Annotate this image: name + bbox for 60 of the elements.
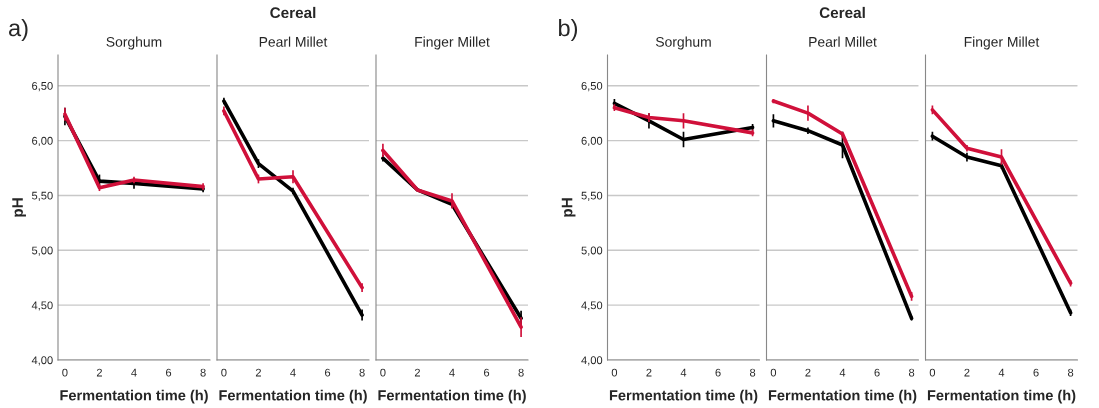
x-tick-label: 0 <box>611 368 618 377</box>
x-tick-label: 8 <box>518 368 524 377</box>
x-tick-label: 6 <box>715 368 721 377</box>
text: b) <box>559 19 578 41</box>
y-axis-title: pH <box>561 198 576 217</box>
x-tick-label: 8 <box>359 368 365 377</box>
chart-title: Sorghum <box>106 36 162 50</box>
text: Cereal <box>270 6 316 19</box>
y-tick-label: 6,00 <box>581 136 603 147</box>
x-tick-label: 4 <box>680 368 687 377</box>
x-tick-label: 8 <box>749 368 756 377</box>
text: Cereal <box>819 6 865 19</box>
x-tick-label: 6 <box>325 368 331 377</box>
y-tick-label: 5,50 <box>31 191 53 201</box>
x-tick-label: 0 <box>380 368 386 377</box>
x-tick-label: 2 <box>964 368 970 377</box>
y-tick-label: 5,00 <box>31 246 53 256</box>
text: a) <box>9 19 28 41</box>
y-tick-label: 6,00 <box>32 136 53 147</box>
x-tick-label: 8 <box>1067 368 1074 377</box>
y-tick-label: 4,50 <box>581 301 603 311</box>
x-tick-label: 6 <box>484 368 490 377</box>
x-tick-label: 0 <box>929 368 936 377</box>
x-tick-label: 2 <box>646 368 652 377</box>
x-axis-title: Fermentation time (h) <box>219 389 367 404</box>
chart-title: Sorghum <box>655 36 711 50</box>
x-axis-title: Fermentation time (h) <box>378 389 526 404</box>
x-tick-label: 0 <box>62 368 68 377</box>
y-tick-label: 4,00 <box>31 356 53 366</box>
y-tick-label: 6,50 <box>581 81 603 92</box>
x-axis-title: Fermentation time (h) <box>609 389 758 404</box>
chart-title: Finger Millet <box>964 36 1040 50</box>
x-tick-label: 0 <box>221 368 227 377</box>
x-axis-title: Fermentation time (h) <box>60 389 208 404</box>
y-tick-label: 4,00 <box>581 356 603 366</box>
x-tick-label: 2 <box>414 368 420 377</box>
x-tick-label: 8 <box>200 368 206 377</box>
x-tick-label: 4 <box>998 368 1005 377</box>
y-tick-label: 4,50 <box>31 301 53 311</box>
x-axis-title: Fermentation time (h) <box>927 389 1076 404</box>
x-tick-label: 6 <box>166 368 172 377</box>
chart-title: Pearl Millet <box>259 36 328 47</box>
x-tick-label: 2 <box>805 368 811 377</box>
chart-title: Pearl Millet <box>809 36 877 47</box>
x-tick-label: 8 <box>908 368 915 377</box>
x-tick-label: 4 <box>839 368 846 377</box>
chart-title: Finger Millet <box>415 36 490 50</box>
y-tick-label: 6,50 <box>32 81 53 92</box>
x-tick-label: 2 <box>255 368 261 377</box>
x-tick-label: 4 <box>290 368 296 377</box>
x-tick-label: 2 <box>96 368 102 377</box>
y-tick-label: 5,00 <box>581 246 603 256</box>
x-tick-label: 4 <box>449 368 455 377</box>
x-axis-title: Fermentation time (h) <box>768 389 917 404</box>
y-axis-title: pH <box>12 198 26 217</box>
x-tick-label: 6 <box>874 368 880 377</box>
y-tick-label: 5,50 <box>581 191 603 201</box>
x-tick-label: 4 <box>131 368 137 377</box>
x-tick-label: 0 <box>770 368 777 377</box>
x-tick-label: 6 <box>1033 368 1039 377</box>
